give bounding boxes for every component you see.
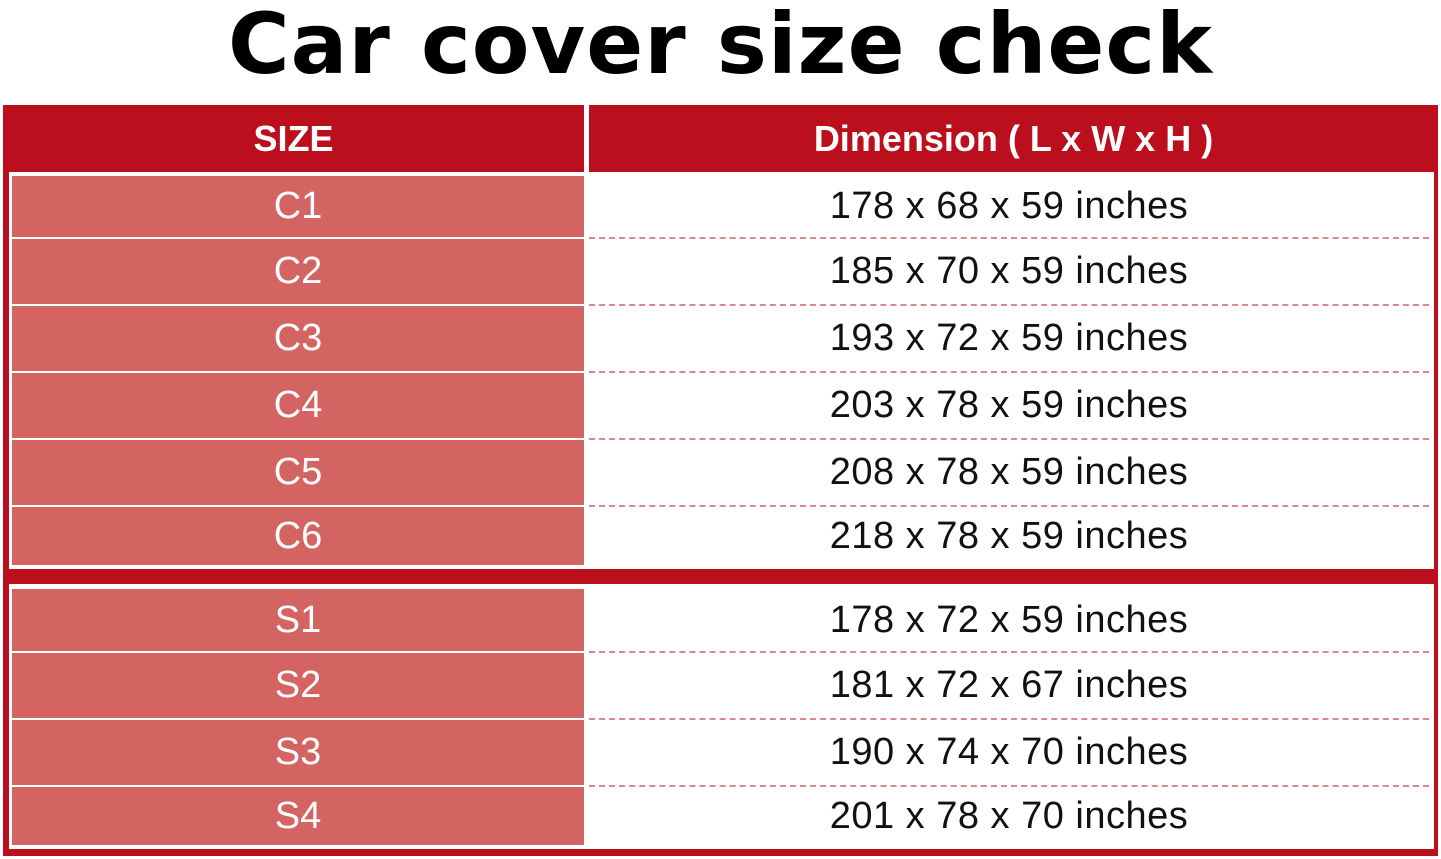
size-cell: C3 [12, 306, 584, 371]
size-cell: C4 [12, 373, 584, 438]
dimension-cell: 193 x 72 x 59 inches [829, 317, 1189, 359]
dimension-cell: 185 x 70 x 59 inches [829, 250, 1189, 292]
size-cell: C5 [12, 440, 584, 505]
dimension-cell: 190 x 74 x 70 inches [829, 731, 1189, 773]
dimension-cell: 208 x 78 x 59 inches [829, 451, 1189, 493]
dimension-cell: 218 x 78 x 59 inches [829, 514, 1189, 557]
row-divider [589, 438, 1429, 440]
row-divider [589, 785, 1429, 787]
row-divider [589, 505, 1429, 507]
row-divider [589, 651, 1429, 653]
dimension-cell: 178 x 68 x 59 inches [829, 185, 1189, 227]
page-title: Car cover size check [227, 0, 1213, 93]
size-cell: C6 [12, 507, 584, 565]
row-divider [589, 371, 1429, 373]
size-cell: S2 [12, 653, 584, 718]
group-divider [3, 569, 1438, 584]
dimension-cell: 178 x 72 x 59 inches [829, 598, 1189, 641]
header-separator [584, 105, 589, 172]
row-divider [589, 718, 1429, 720]
header-size: SIZE [253, 117, 334, 159]
dimension-cell: 201 x 78 x 70 inches [829, 794, 1189, 837]
dimension-cell: 181 x 72 x 67 inches [829, 664, 1189, 706]
row-divider [589, 237, 1429, 239]
size-cell: S4 [12, 787, 584, 845]
header-dimension: Dimension ( L x W x H ) [813, 117, 1214, 159]
dimension-cell: 203 x 78 x 59 inches [829, 384, 1189, 426]
size-cell: S1 [12, 589, 584, 651]
row-divider [589, 304, 1429, 306]
size-cell: S3 [12, 720, 584, 785]
size-cell: C2 [12, 239, 584, 304]
size-cell: C1 [12, 176, 584, 237]
